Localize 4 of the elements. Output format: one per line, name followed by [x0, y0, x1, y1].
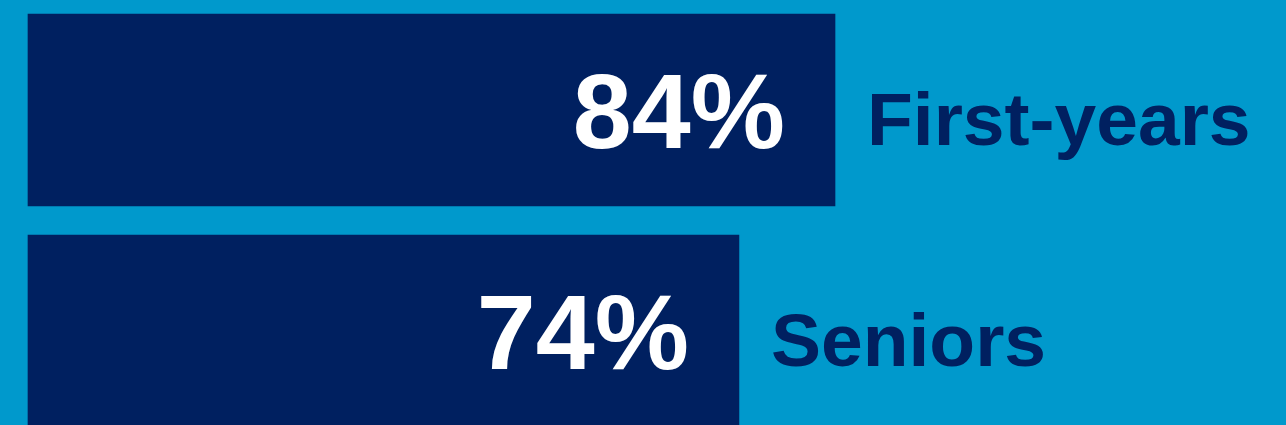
data-label: 74%	[476, 273, 689, 391]
y-tick-label: Seniors	[770, 298, 1047, 382]
y-tick-label: First-years	[867, 77, 1251, 161]
data-label: 84%	[572, 52, 785, 170]
